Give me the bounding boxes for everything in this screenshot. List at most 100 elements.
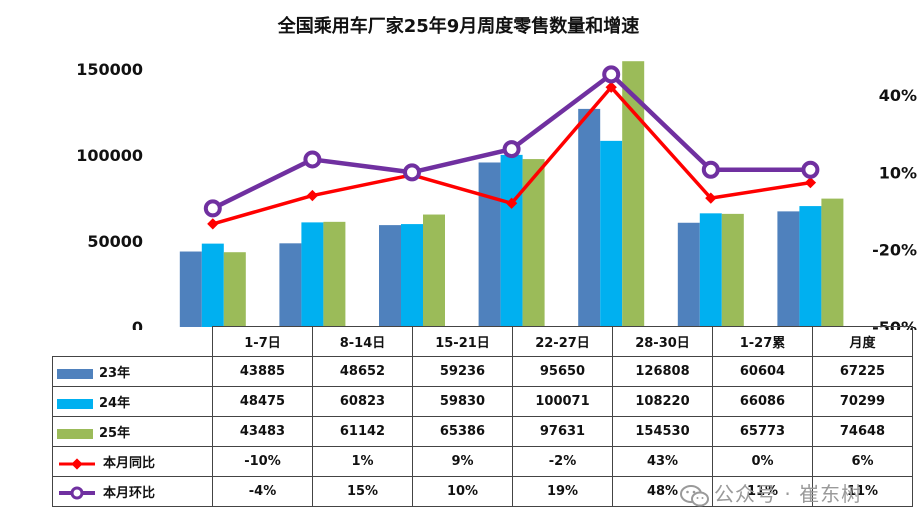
data-cell: 65773: [712, 416, 813, 447]
data-cell: 6%: [812, 446, 913, 477]
bar: [699, 213, 722, 327]
data-cell: 19%: [512, 476, 613, 507]
table-row: 23年 43885 48652 59236 95650 126808 60604 67225: [52, 356, 913, 387]
data-cell: 59830: [412, 386, 513, 417]
bar: [799, 206, 822, 327]
bar: [401, 224, 423, 327]
bar: [279, 243, 302, 327]
legend-cell: 24年: [52, 386, 213, 417]
data-cell: 60604: [712, 356, 813, 387]
legend-swatch: [57, 428, 93, 439]
data-cell: 97631: [512, 416, 613, 447]
watermark-text: 公众号 · 崔东树: [714, 482, 863, 506]
line-point: [207, 218, 219, 230]
table-row: 本月同比 -10% 1% 9% -2% 43% 0% 6%: [52, 446, 913, 477]
legend-cell: 23年: [52, 356, 213, 387]
chart-title: 全国乘用车厂家25年9月周度零售数量和增速: [277, 16, 640, 37]
bar: [622, 61, 645, 327]
data-cell: 59236: [412, 356, 513, 387]
line-point: [701, 160, 720, 179]
data-cell: -4%: [212, 476, 313, 507]
bar: [777, 211, 800, 327]
data-cell: -2%: [512, 446, 613, 477]
y-left-tick-label: 50000: [87, 232, 143, 251]
table-header-row: 1-7日 8-14日 15-21日 22-27日 28-30日 1-27累 月度: [52, 326, 913, 357]
bar: [522, 159, 545, 327]
bar: [379, 225, 401, 327]
data-cell: 61142: [312, 416, 413, 447]
bar: [201, 243, 224, 327]
category-label: 15-21日: [412, 326, 513, 357]
data-cell: 65386: [412, 416, 513, 447]
category-label: 1-27累: [712, 326, 813, 357]
data-cell: 100071: [512, 386, 613, 417]
table-row: 本月环比 -4% 15% 10% 19% 48% 11% 11%: [52, 476, 913, 507]
watermark: 公众号 · 崔东树: [680, 478, 862, 508]
data-cell: 15%: [312, 476, 413, 507]
line-point: [502, 140, 521, 159]
legend-cell: 本月环比: [52, 476, 213, 507]
table-corner: [52, 326, 213, 357]
data-cell: 74648: [812, 416, 913, 447]
y-left-tick-label: 0: [132, 318, 143, 330]
legend-label: 24年: [99, 396, 131, 411]
legend-label: 本月环比: [103, 485, 156, 501]
legend-label: 本月同比: [103, 456, 156, 471]
line-point: [801, 160, 820, 179]
bar: [578, 108, 601, 327]
data-cell: -10%: [212, 446, 313, 477]
data-table: 1-7日 8-14日 15-21日 22-27日 28-30日 1-27累 月度 23年 438…: [52, 326, 913, 507]
data-cell: 66086: [712, 386, 813, 417]
line-point: [804, 176, 817, 189]
data-cell: 48475: [212, 386, 313, 417]
table-row: 24年 48475 60823 59830 100071 108220 66086 70299: [52, 386, 913, 417]
category-label: 28-30日: [612, 326, 713, 357]
y-right-tick-label: -20%: [872, 241, 917, 260]
data-cell: 95650: [512, 356, 613, 387]
bar: [478, 162, 501, 327]
data-cell: 1%: [312, 446, 413, 477]
data-cell: 108220: [612, 386, 713, 417]
data-cell: 11%: [812, 476, 913, 507]
data-cell: 43%: [612, 446, 713, 477]
data-cell: 126808: [612, 356, 713, 387]
wechat-icon: [680, 484, 709, 506]
data-cell: 48652: [312, 356, 413, 387]
data-cell: 0%: [712, 446, 813, 477]
legend-line-swatch: [59, 457, 95, 470]
data-cell: 70299: [812, 386, 913, 417]
table-row: 25年 43483 61142 65386 97631 154530 65773 74648: [52, 416, 913, 447]
legend-line-swatch: [59, 486, 95, 500]
line-point: [403, 163, 421, 182]
legend-swatch: [57, 368, 93, 379]
bar: [323, 221, 346, 327]
category-label: 22-27日: [512, 326, 613, 357]
y-right-tick-label: 40%: [879, 86, 917, 105]
data-cell: 67225: [812, 356, 913, 387]
legend-cell: 25年: [52, 416, 213, 447]
data-cell: 11%: [712, 476, 813, 507]
legend-cell: 本月同比: [52, 446, 213, 477]
bar: [721, 213, 744, 327]
category-label: 月度: [812, 326, 913, 357]
data-cell: 60823: [312, 386, 413, 417]
y-right-tick-label: 10%: [879, 163, 917, 182]
bar: [179, 251, 202, 327]
data-cell: 43483: [212, 416, 313, 447]
bar: [500, 154, 523, 327]
line-point: [203, 199, 222, 218]
category-label: 8-14日: [312, 326, 413, 357]
bar: [223, 252, 246, 327]
bar: [301, 222, 324, 327]
line-point: [705, 192, 717, 204]
bar: [677, 222, 700, 327]
data-cell: 43885: [212, 356, 313, 387]
line-point: [505, 197, 518, 209]
legend-swatch: [57, 398, 93, 409]
category-label: 1-7日: [212, 326, 313, 357]
legend-label: 23年: [99, 366, 131, 381]
bar: [821, 198, 844, 327]
line-point: [306, 189, 319, 202]
data-cell: 10%: [412, 476, 513, 507]
